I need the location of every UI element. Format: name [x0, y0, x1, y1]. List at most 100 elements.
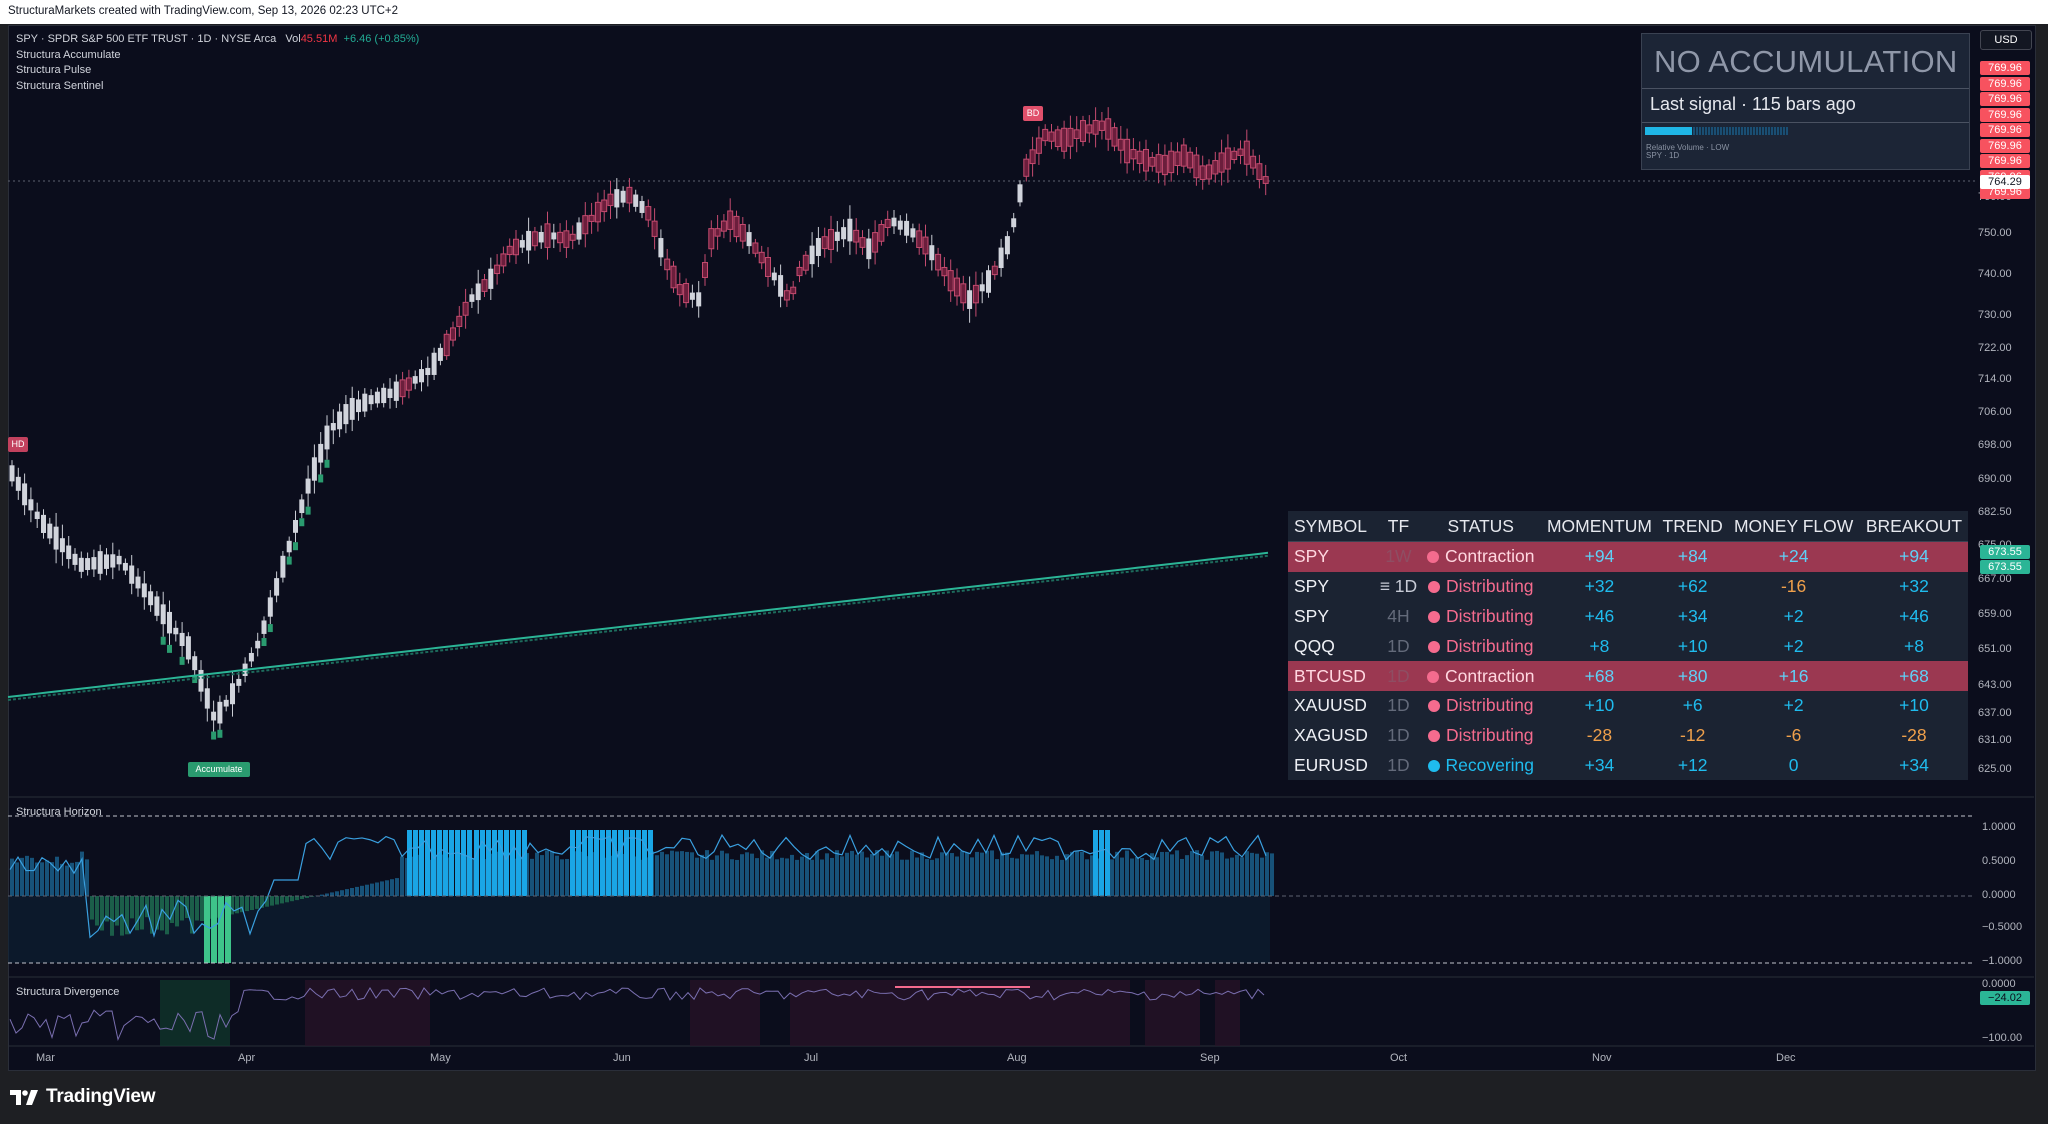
horizon-signal-bar	[624, 830, 629, 896]
candle-body	[796, 266, 803, 277]
horizon-bar	[95, 896, 99, 926]
status-text: Contraction	[1445, 665, 1535, 686]
candle-body	[714, 228, 721, 237]
divergence-line	[9, 987, 1265, 1042]
divergence-zone	[305, 980, 430, 1046]
horizon-bar	[1270, 853, 1274, 896]
table-row[interactable]: BTCUSD 1D Contraction +68 +80 +16 +68	[1288, 661, 1968, 691]
moving-average-band	[7, 551, 1269, 701]
status-dot-icon	[1428, 700, 1440, 713]
cell-status: Contraction	[1420, 661, 1541, 691]
horizon-bar	[925, 858, 929, 896]
horizon-bar	[1230, 857, 1234, 896]
candle-body	[1042, 128, 1049, 142]
header-status: STATUS	[1420, 511, 1541, 542]
horizon-bar	[795, 859, 799, 896]
indicator-legend-sentinel[interactable]: Structura Sentinel	[16, 79, 104, 92]
horizon-bar	[50, 862, 54, 896]
horizon-bar	[900, 859, 904, 896]
divergence-oscillator	[9, 980, 1265, 1046]
indicator-legend-pulse[interactable]: Structura Pulse	[16, 64, 92, 76]
horizon-bar	[25, 855, 29, 896]
time-axis-label: Mar	[36, 1052, 55, 1064]
signal-title: NO ACCUMULATION	[1654, 44, 1958, 79]
candle-body	[450, 327, 456, 341]
candle-body	[66, 545, 72, 560]
horizon-bar	[535, 852, 539, 896]
table-row[interactable]: SPY 1W Contraction +94 +84 +24 +94	[1288, 541, 1968, 572]
horizon-bar	[1220, 852, 1224, 896]
horizon-bar	[840, 856, 844, 896]
candle-body	[1054, 129, 1061, 148]
horizon-bar	[305, 896, 309, 898]
candle-body	[538, 231, 544, 243]
horizon-signal-bar	[407, 830, 412, 896]
cell-breakout: +32	[1899, 576, 1929, 597]
candle-body	[419, 369, 424, 383]
horizon-signal-bar	[618, 830, 623, 896]
price-axis-label: 682.50	[1978, 506, 2012, 518]
table-row[interactable]: EURUSD 1D Recovering +34 +12 0 +34	[1288, 751, 1968, 781]
horizon-bar	[320, 894, 324, 896]
candle-body	[506, 245, 513, 256]
table-row[interactable]: XAGUSD 1D Distributing -28 -12 -6 -28	[1288, 721, 1968, 751]
horizon-bar	[290, 896, 294, 902]
candle-body	[683, 282, 690, 304]
horizon-bar	[100, 896, 104, 931]
symbol-legend-row[interactable]: SPY · SPDR S&P 500 ETF TRUST · 1D · NYSE…	[16, 32, 419, 48]
candle-body	[967, 290, 973, 309]
candle-body	[783, 290, 790, 301]
status-text: Distributing	[1446, 576, 1534, 597]
horizon-bar	[1050, 859, 1054, 896]
divergence-pane-label[interactable]: Structura Divergence	[16, 986, 120, 998]
horizon-signal-bar	[498, 830, 503, 896]
candle-body	[1187, 151, 1194, 169]
horizon-signal-bar	[492, 830, 497, 896]
horizon-pane-label[interactable]: Structura Horizon	[16, 806, 102, 818]
candle-body	[330, 423, 336, 431]
candle-body	[462, 301, 469, 316]
candle-body	[1231, 150, 1238, 161]
table-row[interactable]: SPY 4H Distributing +46 +34 +2 +46	[1288, 602, 1968, 632]
candle-body	[576, 222, 582, 240]
status-dot-icon	[1428, 610, 1440, 623]
tradingview-logo[interactable]: TradingView	[10, 1086, 156, 1108]
horizon-bar	[230, 896, 234, 915]
candle-body	[620, 190, 626, 203]
candle-body	[1124, 138, 1131, 164]
attribution-text: StructuraMarkets created with TradingVie…	[8, 5, 399, 17]
indicator-legend-accumulate[interactable]: Structura Accumulate	[16, 48, 121, 61]
cell-breakout: +10	[1899, 695, 1929, 716]
horizon-bar	[325, 893, 329, 896]
horizon-bar	[160, 896, 164, 931]
horizon-bar	[195, 896, 199, 921]
table-row[interactable]: QQQ 1D Distributing +8 +10 +2 +8	[1288, 631, 1968, 661]
cell-tf: 1D	[1376, 661, 1421, 691]
candle-body	[1212, 160, 1219, 175]
candle-body	[248, 652, 254, 662]
candle-body	[910, 228, 916, 238]
horizon-bar	[1170, 854, 1174, 896]
candle-body	[1073, 129, 1080, 139]
horizon-bar	[1205, 859, 1209, 896]
table-row[interactable]: SPY ≡ 1D Distributing +32 +62 -16 +32	[1288, 572, 1968, 602]
candle-body	[1004, 236, 1010, 255]
horizon-axis-label: −0.5000	[1982, 921, 2023, 933]
cell-trend: +62	[1677, 576, 1708, 597]
candle-body	[891, 217, 897, 227]
horizon-bar	[665, 854, 669, 896]
time-axis-label: Dec	[1776, 1052, 1796, 1064]
candle-body	[922, 236, 929, 255]
candle-body	[47, 523, 53, 539]
horizon-signal-bar	[588, 830, 593, 896]
table-row[interactable]: XAUUSD 1D Distributing +10 +6 +2 +10	[1288, 691, 1968, 721]
price-axis-label: 750.00	[1978, 227, 2012, 239]
candle-body	[261, 620, 267, 634]
horizon-bar	[700, 854, 704, 896]
currency-selector[interactable]: USD	[1980, 30, 2032, 50]
signal-price-tag: 769.96	[1980, 123, 2030, 137]
horizon-bar	[45, 860, 49, 896]
price-candles	[9, 107, 1269, 740]
status-text: Distributing	[1446, 635, 1534, 656]
